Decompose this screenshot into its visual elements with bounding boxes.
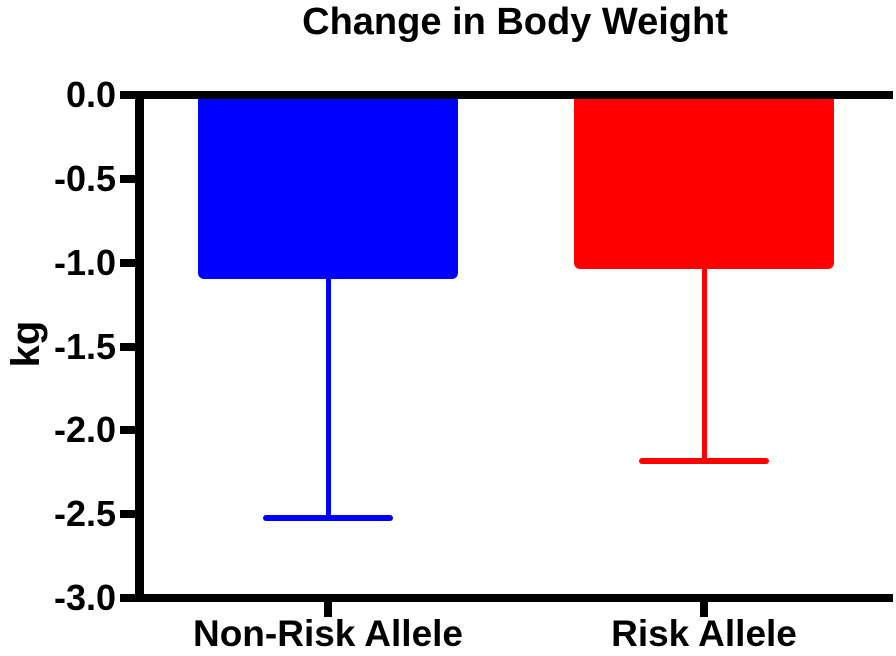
x-category-label-risk-allele: Risk Allele <box>611 613 797 654</box>
error-bar-cap-risk-allele <box>639 457 769 464</box>
y-tick <box>120 510 136 519</box>
error-bar-non-risk-allele <box>325 277 331 518</box>
x-category-label-non-risk-allele: Non-Risk Allele <box>192 613 464 654</box>
y-axis-line <box>135 91 144 602</box>
y-tick <box>120 594 136 602</box>
chart-title: Change in Body Weight <box>302 1 728 43</box>
y-tick-label: 0.0 <box>65 74 116 115</box>
x-tick <box>324 598 332 617</box>
y-tick <box>120 91 136 99</box>
y-tick-label: -3.0 <box>53 577 116 618</box>
error-bar-risk-allele <box>701 267 707 461</box>
x-axis-top-line <box>120 91 893 99</box>
y-tick-label: -1.5 <box>53 325 116 367</box>
error-bar-cap-non-risk-allele <box>263 514 393 521</box>
y-tick-label: -2.5 <box>53 493 116 535</box>
y-tick-label: -2.0 <box>53 409 116 451</box>
y-tick <box>120 174 136 183</box>
y-tick-label: -1.0 <box>53 241 116 283</box>
y-tick <box>120 342 136 351</box>
y-tick <box>120 258 136 267</box>
x-axis-bottom-line <box>120 594 893 602</box>
x-tick <box>700 598 708 617</box>
bar-risk-allele <box>574 95 834 270</box>
y-tick <box>120 426 136 435</box>
y-tick-label: -0.5 <box>53 157 116 199</box>
bar-non-risk-allele <box>198 95 458 280</box>
